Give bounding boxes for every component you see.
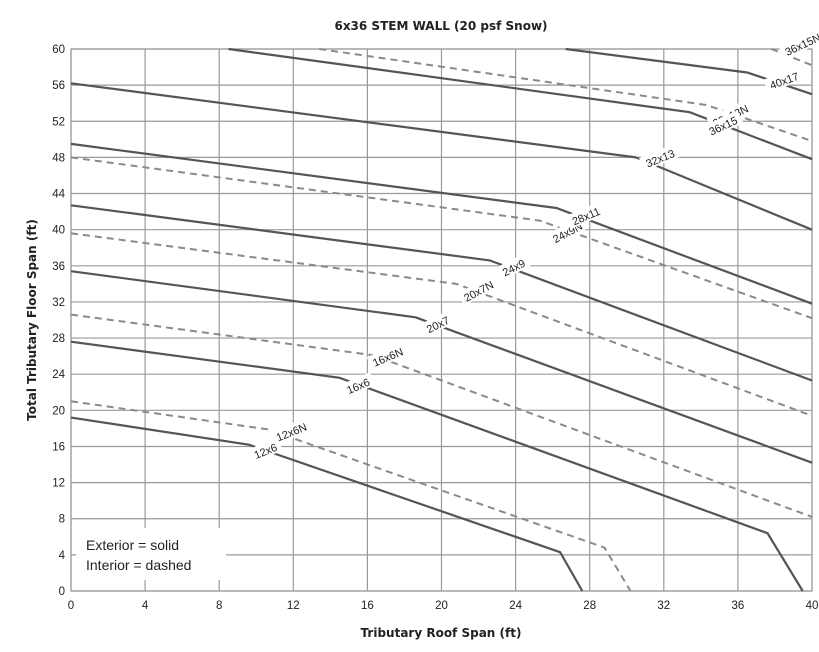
x-tick-label: 8 bbox=[216, 600, 222, 612]
y-tick-label: 32 bbox=[52, 297, 65, 309]
plot-border bbox=[70, 48, 813, 592]
tick-labels: 0 4 8 12 16 20 24 28 32 36 40048121620242832364044… bbox=[52, 44, 818, 612]
series-line-12x6n bbox=[70, 400, 632, 592]
y-tick-label: 36 bbox=[52, 261, 65, 273]
y-tick-label: 0 bbox=[59, 586, 65, 598]
x-tick-label: 20 bbox=[435, 600, 448, 612]
y-tick-label: 24 bbox=[52, 369, 65, 381]
x-tick-label: 24 bbox=[509, 600, 522, 612]
series-line-20x7 bbox=[70, 270, 813, 464]
series-label-bg bbox=[270, 417, 312, 445]
y-tick-label: 44 bbox=[52, 189, 65, 201]
series-line-36x15 bbox=[228, 47, 813, 161]
series-label-bg bbox=[495, 253, 531, 281]
y-tick-label: 52 bbox=[52, 116, 65, 128]
series-label-bg bbox=[763, 66, 805, 93]
series-line-16x6 bbox=[70, 340, 804, 592]
x-tick-label: 16 bbox=[361, 600, 374, 612]
y-tick-label: 48 bbox=[52, 152, 65, 164]
series-label-bg bbox=[366, 342, 409, 371]
legend-box bbox=[76, 528, 226, 580]
series-line-28x11 bbox=[70, 142, 813, 305]
series-label-bg bbox=[340, 372, 376, 398]
series-label-bg bbox=[778, 27, 819, 60]
legend-line-interior: Interior = dashed bbox=[86, 557, 191, 573]
series-line-12x6 bbox=[70, 416, 584, 592]
legend-line-exterior: Exterior = solid bbox=[86, 537, 179, 553]
series-line-40x17 bbox=[565, 47, 813, 96]
y-tick-label: 8 bbox=[59, 514, 65, 526]
x-axis-title: Tributary Roof Span (ft) bbox=[361, 626, 522, 640]
y-tick-label: 20 bbox=[52, 405, 65, 417]
series-line-32x13 bbox=[70, 82, 813, 231]
y-tick-label: 4 bbox=[59, 550, 66, 562]
legend: Exterior = solid Interior = dashed bbox=[76, 528, 226, 580]
x-tick-label: 40 bbox=[806, 600, 819, 612]
y-tick-label: 28 bbox=[52, 333, 65, 345]
x-tick-label: 4 bbox=[142, 600, 149, 612]
y-axis-title: Total Tributary Floor Span (ft) bbox=[25, 219, 39, 421]
y-tick-label: 12 bbox=[52, 478, 65, 490]
series-line-36x15n bbox=[770, 48, 813, 67]
chart-title: 6x36 STEM WALL (20 psf Snow) bbox=[334, 19, 547, 33]
series-line-24x9 bbox=[70, 204, 813, 382]
x-tick-label: 32 bbox=[657, 600, 670, 612]
series-label-bg bbox=[564, 201, 607, 230]
series-label-bg bbox=[419, 310, 455, 337]
x-tick-label: 36 bbox=[732, 600, 745, 612]
x-tick-label: 0 bbox=[68, 600, 74, 612]
series-label-bg bbox=[457, 274, 499, 306]
x-tick-label: 28 bbox=[583, 600, 596, 612]
y-tick-label: 60 bbox=[52, 44, 65, 56]
series-line-24x9n bbox=[70, 156, 813, 320]
y-tick-label: 16 bbox=[52, 441, 65, 453]
series-line-20x7n bbox=[70, 232, 813, 417]
series-label-bg bbox=[247, 437, 283, 463]
series-labels: 12x612x6N16x616x6N20x720x7N24x924x9N28x1… bbox=[247, 27, 819, 463]
grid bbox=[70, 48, 813, 592]
y-tick-label: 40 bbox=[52, 225, 65, 237]
y-tick-label: 56 bbox=[52, 80, 65, 92]
series-label-bg bbox=[702, 110, 744, 140]
x-tick-label: 12 bbox=[287, 600, 300, 612]
series-label-bg bbox=[639, 143, 681, 172]
